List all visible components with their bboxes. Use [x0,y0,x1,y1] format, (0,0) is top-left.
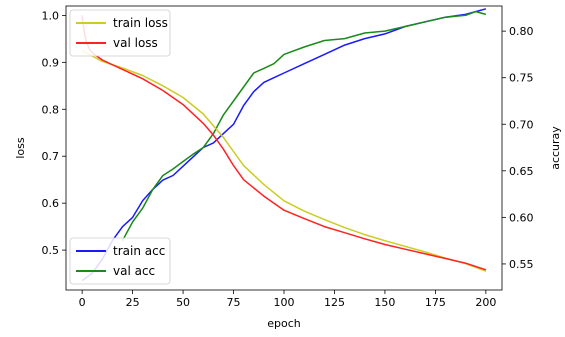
right-y-tick-label: 0.65 [509,165,534,178]
left-y-tick-label: 1.0 [42,9,60,22]
legend-label-val-loss: val loss [113,36,158,50]
x-tick-label: 0 [79,296,86,309]
series-line-val-acc [121,10,487,241]
legend-label-val-acc: val acc [113,264,155,278]
legend-label-train-acc: train acc [113,244,165,258]
legend-accuracy: train acc val acc [69,237,171,285]
left-y-tick-label: 0.8 [42,103,60,116]
right-y-tick-label: 0.55 [509,258,534,271]
left-y-axis-ticks: 0.5 0.6 0.7 0.8 0.9 1.0 [42,9,66,257]
right-y-tick-label: 0.75 [509,72,534,85]
x-tick-label: 25 [126,296,140,309]
right-y-axis-ticks: 0.55 0.60 0.65 0.70 0.75 0.80 [502,25,534,271]
x-axis-title: epoch [267,317,301,330]
right-y-tick-label: 0.80 [509,25,534,38]
legend-loss-box [69,9,171,57]
left-y-axis-title: loss [14,137,27,159]
x-tick-label: 50 [176,296,190,309]
legend-loss: train loss val loss [69,9,171,57]
x-tick-label: 150 [374,296,395,309]
right-y-axis-title: accuray [549,126,562,170]
left-y-tick-label: 0.7 [42,150,60,163]
x-tick-label: 200 [475,296,496,309]
x-tick-label: 125 [324,296,345,309]
x-tick-label: 75 [227,296,241,309]
x-tick-label: 175 [425,296,446,309]
x-axis-ticks: 0 25 50 75 100 125 150 175 200 [79,290,496,309]
legend-label-train-loss: train loss [113,16,168,30]
right-y-tick-label: 0.70 [509,118,534,131]
right-y-tick-label: 0.60 [509,211,534,224]
left-y-tick-label: 0.5 [42,244,60,257]
x-tick-label: 100 [274,296,295,309]
legend-accuracy-box [69,237,171,285]
left-y-tick-label: 0.6 [42,197,60,210]
series-line-train-loss [81,49,487,272]
left-y-tick-label: 0.9 [42,56,60,69]
